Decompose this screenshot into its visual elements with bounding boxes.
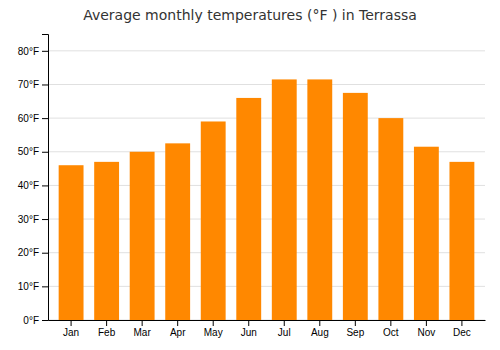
x-tick-label: Jun [241, 327, 257, 338]
x-tick-label: May [204, 327, 223, 338]
x-tick-mark [71, 320, 72, 326]
bars [59, 79, 475, 320]
y-tick-label: 10°F [18, 281, 39, 292]
bar [449, 162, 474, 320]
x-tick-label: Nov [417, 327, 435, 338]
y-tick-mark [42, 118, 48, 119]
y-tick-label: 40°F [18, 180, 39, 191]
bar [343, 93, 368, 320]
y-tick-label: 80°F [18, 46, 39, 57]
x-tick: Mar [134, 320, 152, 338]
title: Average monthly temperatures (°F ) in Te… [83, 7, 417, 23]
y-tick: 70°F [18, 79, 48, 90]
x-tick: Jan [63, 320, 79, 338]
x-axis-line [49, 320, 486, 321]
x-tick-label: Jul [278, 327, 291, 338]
y-tick-mark [42, 253, 48, 254]
grid-line [48, 50, 485, 51]
x-tick: Feb [98, 320, 116, 338]
x-tick: Jul [278, 320, 291, 338]
x-tick: Aug [311, 320, 329, 338]
x-tick-mark [426, 320, 427, 326]
x-tick-mark [177, 320, 178, 326]
y-tick: 10°F [18, 281, 48, 292]
x-tick-mark [355, 320, 356, 326]
x-tick-mark [106, 320, 107, 326]
y-tick: 40°F [18, 180, 48, 191]
grid [48, 51, 485, 320]
x-tick-mark [319, 320, 320, 326]
x-tick: Oct [383, 320, 399, 338]
plot: Jan Feb Mar Apr May Jun Jul Aug Sep Oct Nov Dec 0°F 1… [18, 35, 486, 339]
x-tick-label: Apr [170, 327, 186, 338]
bar [201, 121, 226, 320]
y-tick: 0°F [23, 315, 48, 326]
y-tick-label: 30°F [18, 214, 39, 225]
x-tick-mark [248, 320, 249, 326]
x-tick-label: Oct [383, 327, 399, 338]
x-tick: Sep [346, 320, 364, 338]
x-tick-mark [390, 320, 391, 326]
x-tick: Jun [241, 320, 257, 338]
y-tick-label: 0°F [23, 315, 39, 326]
bar [94, 162, 119, 320]
x-tick-label: Mar [134, 327, 152, 338]
x-tick: Dec [453, 320, 471, 338]
x-tick: Nov [417, 320, 435, 338]
bar [307, 79, 332, 320]
y-axis-line [42, 35, 49, 321]
y-tick-label: 20°F [18, 247, 39, 258]
x-tick-label: Jan [63, 327, 79, 338]
y-tick-mark [42, 286, 48, 287]
y-tick: 50°F [18, 146, 48, 157]
y-tick-mark [42, 219, 48, 220]
y-axis: 0°F 10°F 20°F 30°F 40°F 50°F 60°F 70°F 80°F [18, 35, 49, 326]
y-tick: 20°F [18, 247, 48, 258]
y-tick-mark [42, 84, 48, 85]
x-axis: Jan Feb Mar Apr May Jun Jul Aug Sep Oct Nov Dec [49, 320, 486, 338]
y-tick-label: 50°F [18, 146, 39, 157]
y-tick-mark [42, 320, 48, 321]
x-tick-mark [284, 320, 285, 326]
bar [165, 143, 190, 320]
bar [130, 152, 155, 320]
x-tick-label: Dec [453, 327, 471, 338]
grid-line [48, 84, 485, 85]
bar [236, 98, 261, 320]
y-tick-label: 70°F [18, 79, 39, 90]
bar [272, 79, 297, 320]
y-tick: 30°F [18, 214, 48, 225]
bar [378, 118, 403, 320]
x-tick-label: Feb [98, 327, 116, 338]
x-tick-mark [213, 320, 214, 326]
x-tick-mark [461, 320, 462, 326]
x-tick: May [204, 320, 223, 338]
bar [59, 165, 84, 320]
x-tick: Apr [170, 320, 186, 338]
y-tick: 80°F [18, 46, 48, 57]
bar [414, 147, 439, 320]
y-tick-mark [42, 152, 48, 153]
x-tick-mark [142, 320, 143, 326]
x-tick-label: Aug [311, 327, 329, 338]
grid-line [48, 118, 485, 119]
y-tick-mark [42, 51, 48, 52]
y-tick-label: 60°F [18, 113, 39, 124]
chart: Average monthly temperatures (°F ) in Te… [0, 0, 500, 350]
x-tick-label: Sep [346, 327, 364, 338]
y-tick-mark [42, 185, 48, 186]
y-tick: 60°F [18, 113, 48, 124]
